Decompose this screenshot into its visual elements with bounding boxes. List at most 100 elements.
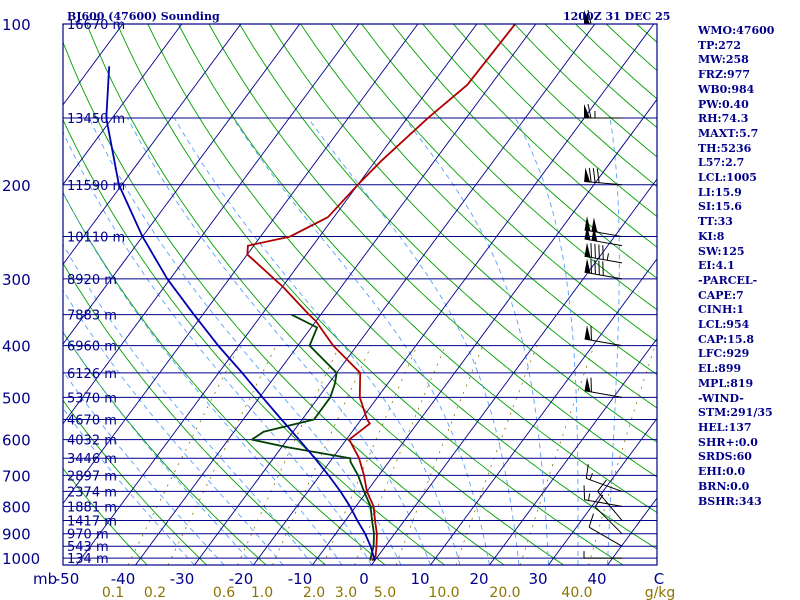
dry-adiabat-line <box>63 40 505 565</box>
wind-barbs <box>583 9 623 559</box>
moist-adiabat-line <box>174 117 461 565</box>
wind-barb-feather <box>588 513 594 528</box>
wind-barb-pennant <box>584 225 591 241</box>
mixing-ratio-tick-label: 2.0 <box>303 585 325 600</box>
index-item: LCL:1005 <box>698 171 757 185</box>
wind-barb-pennant <box>584 167 591 183</box>
mixing-ratio-line <box>167 345 277 565</box>
index-item: WB0:984 <box>698 82 755 96</box>
dry-adiabat-line <box>391 24 657 279</box>
wind-barb-pennant <box>584 216 591 232</box>
height-label: 4670 m <box>67 413 117 428</box>
mixing-ratio-line <box>127 345 240 565</box>
mixing-ratio-tick-label: 5.0 <box>374 585 396 600</box>
mixing-ratio-tick-label: 20.0 <box>489 585 520 600</box>
parcel-path <box>105 66 376 561</box>
dry-adiabat-line <box>86 24 564 565</box>
height-label: 8920 m <box>67 273 117 288</box>
mixing-ratio-tick-label: 10.0 <box>428 585 459 600</box>
moist-adiabat-line <box>404 117 549 565</box>
wind-barb-staff <box>584 390 623 398</box>
wind-barb <box>584 103 622 119</box>
isotherm-line <box>63 24 301 345</box>
height-label: 10110 m <box>67 231 125 246</box>
wind-barb <box>584 258 623 280</box>
wind-barb <box>584 325 623 347</box>
dry-adiabat-line <box>361 24 657 311</box>
wind-barb-pennant <box>584 258 591 274</box>
height-label: 3446 m <box>67 452 117 467</box>
index-item: BSHR:343 <box>698 494 762 508</box>
moist-adiabat-line <box>63 331 254 565</box>
wind-barb <box>583 551 622 559</box>
height-label: 2374 m <box>67 485 117 500</box>
dry-adiabat-line <box>177 24 657 514</box>
pressure-label: 1000 <box>2 550 40 568</box>
moist-adiabat-line <box>63 243 313 565</box>
pressure-label: 800 <box>2 498 31 516</box>
dry-adiabats <box>63 24 657 565</box>
moist-adiabats <box>63 117 620 565</box>
mixing-ratio-tick-label: 0.6 <box>213 585 235 600</box>
wind-barb-pennant <box>584 325 591 341</box>
index-item: EI:4.1 <box>698 259 735 273</box>
wind-barb-feather <box>596 168 600 183</box>
pressure-label: 600 <box>2 432 31 450</box>
mixing-ratio-line <box>588 345 656 565</box>
height-label: 134 m <box>67 552 109 567</box>
mixing-ratio-tick-label: 3.0 <box>335 585 357 600</box>
wind-barb-pennant <box>591 226 598 242</box>
moist-adiabat-line <box>88 117 402 565</box>
isotherm-line <box>63 24 360 425</box>
height-label: 13450 m <box>67 112 125 127</box>
index-item: KI:8 <box>698 229 725 243</box>
wind-barb-feather <box>598 260 600 275</box>
index-item: EHI:0.0 <box>698 465 746 479</box>
temperature-tick-label: -20 <box>229 570 254 588</box>
wind-barb-staff <box>584 338 623 347</box>
wind-barb-half-feather <box>589 473 593 480</box>
isotherm-line <box>63 24 242 266</box>
pressure-label: 400 <box>2 338 31 356</box>
temperature-tick-label: 20 <box>469 570 488 588</box>
height-label: 7883 m <box>67 309 117 324</box>
isotherm-line <box>548 417 657 565</box>
isotherm-line <box>63 24 419 505</box>
moist-adiabat-line <box>607 118 620 565</box>
height-label: 970 m <box>67 528 109 543</box>
wind-barb-feather <box>602 245 604 260</box>
index-item: -WIND- <box>698 391 744 405</box>
wind-barb-staff <box>594 506 623 535</box>
index-item: CINH:1 <box>698 303 745 317</box>
wind-barb-feather <box>602 261 604 276</box>
wind-barb-staff <box>586 477 623 492</box>
height-label: 1881 m <box>67 500 117 515</box>
sounding-indices-panel: WMO:47600 TP:272 MW:258 FRZ:977 WB0:984 PW:0.… <box>698 24 774 509</box>
height-labels: 16670 m 13450 m 11590 m 10110 m 8920 m 7883 m… <box>67 18 125 567</box>
mixing-ratio-line <box>519 345 595 565</box>
temperature-tick-label: 30 <box>528 570 547 588</box>
dry-adiabat-line <box>63 467 148 565</box>
mixing-ratio-line <box>455 345 538 565</box>
mixing-ratio-tick-label: 40.0 <box>561 585 592 600</box>
temperature-tick-label: -50 <box>55 570 80 588</box>
isotherm-line <box>489 337 657 565</box>
mixing-ratio-tick-label: 0.2 <box>144 585 166 600</box>
wind-barb-pennant <box>584 10 590 24</box>
pressure-label: 900 <box>2 526 31 544</box>
index-item: EL:899 <box>698 362 742 376</box>
wind-barb-feather <box>590 243 592 258</box>
temperature-tick-label: -40 <box>111 570 136 588</box>
index-item: WMO:47600 <box>698 24 775 37</box>
wind-barb <box>584 216 623 238</box>
pressure-label: 200 <box>2 177 31 195</box>
isotherm-line <box>194 24 596 565</box>
moist-adiabat-line <box>63 191 343 565</box>
index-item: TT:33 <box>698 215 733 229</box>
wind-barb-staff <box>597 491 623 521</box>
wind-barb-feather <box>583 485 586 500</box>
wind-barb-feather <box>585 464 589 479</box>
wind-barb <box>583 485 623 507</box>
index-item: LI:15.9 <box>698 185 742 199</box>
wind-barb-feather <box>590 377 592 392</box>
